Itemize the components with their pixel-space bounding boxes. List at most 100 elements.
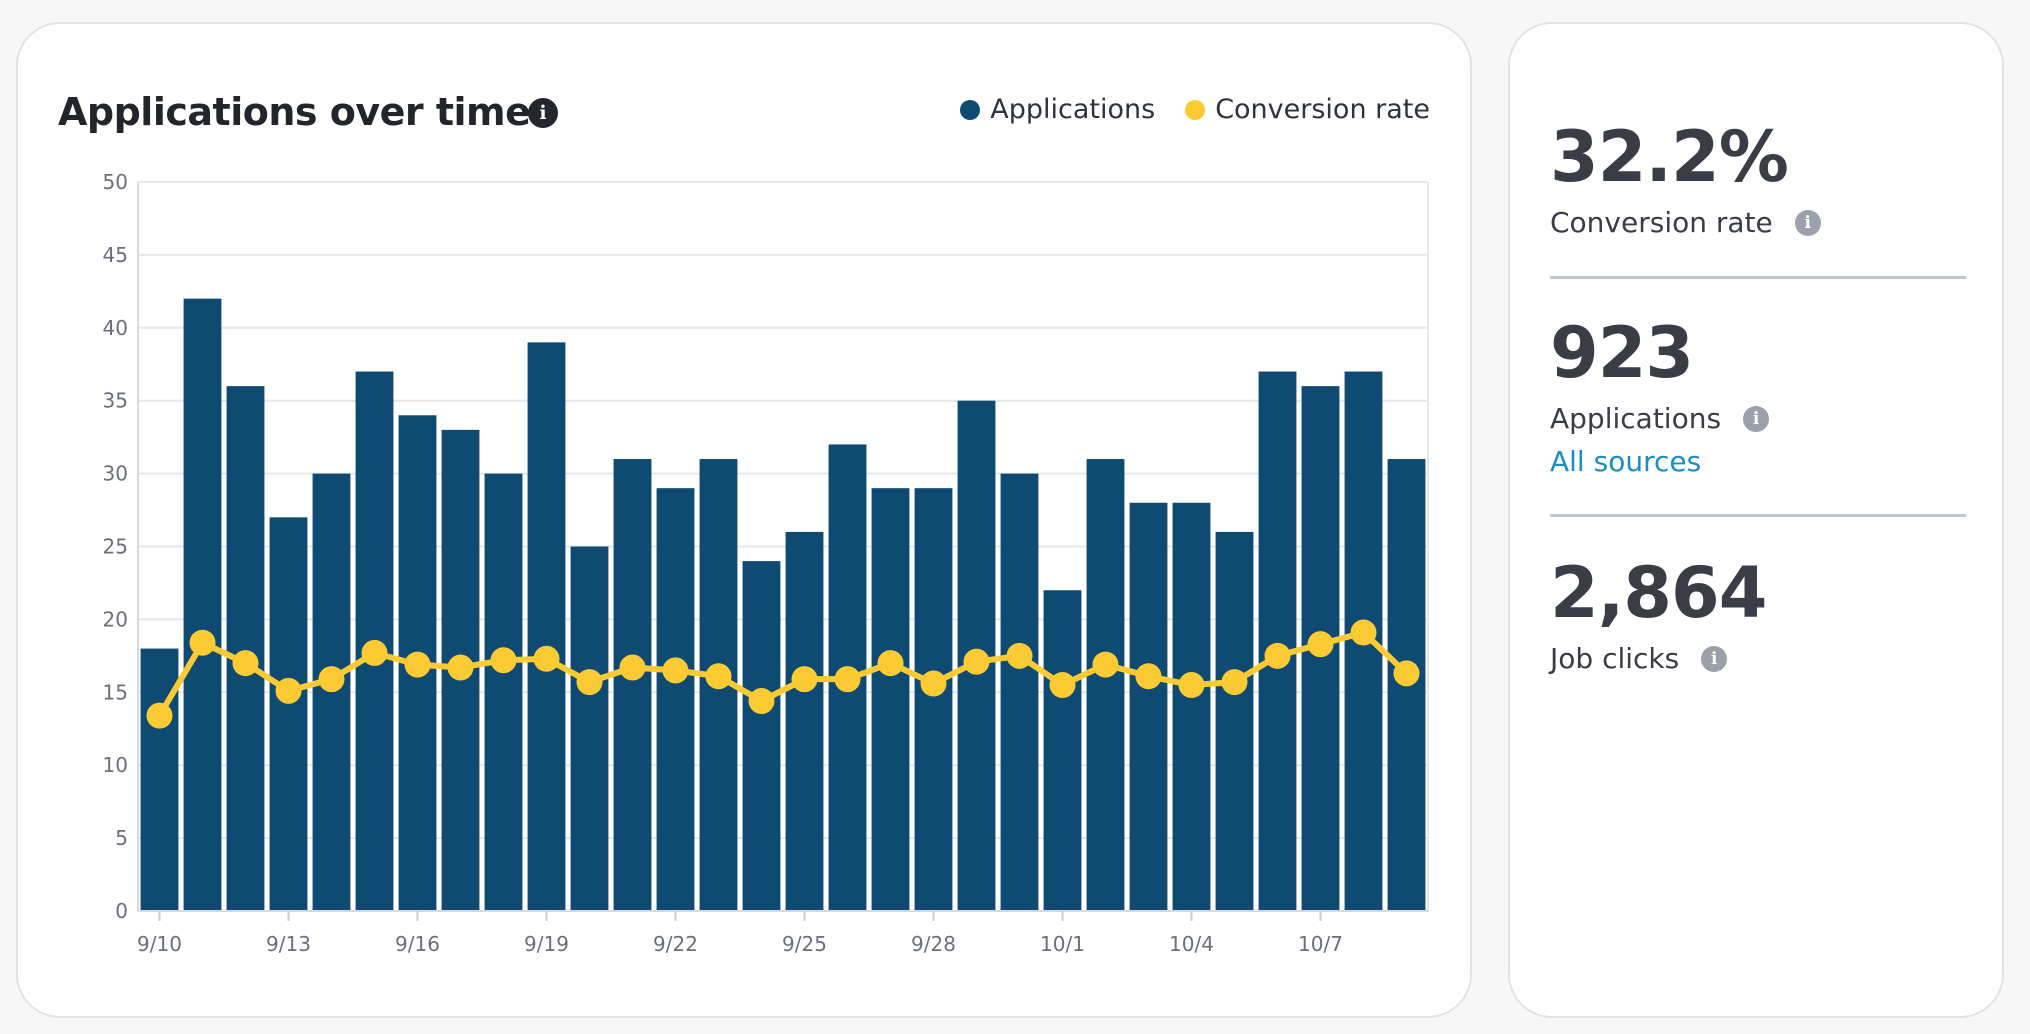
conversion-rate-point [275, 677, 302, 704]
conversion-rate-point [1135, 663, 1162, 690]
legend-dot-icon [960, 99, 981, 120]
conversion-rate-point [1264, 642, 1291, 669]
conversion-rate-point [1350, 619, 1377, 646]
conversion-rate-point [1178, 672, 1205, 699]
conversion-rate-point [404, 651, 431, 678]
axis-layer: 0 5 10 15 20 25 30 35 40 45 50 9/10 9/13 9/16 9/19 9/22… [103, 170, 1428, 956]
info-icon[interactable]: i [528, 98, 558, 128]
stat-label: Conversion rate [1550, 206, 1773, 239]
chart-title: Applications over time [58, 90, 531, 134]
x-tick-label: 10/4 [1169, 932, 1214, 956]
bar [183, 298, 222, 911]
all-sources-link[interactable]: All sources [1550, 445, 1702, 478]
x-tick-label: 9/19 [524, 932, 569, 956]
stat-applications: 923 Applications i All sources [1550, 312, 1770, 478]
bar [570, 546, 609, 911]
conversion-rate-point [533, 645, 560, 672]
conversion-rate-point [1393, 660, 1420, 687]
x-tick-label: 9/25 [782, 932, 827, 956]
bar [226, 386, 265, 911]
stat-label: Applications [1550, 402, 1722, 435]
x-tick-label: 9/10 [137, 932, 182, 956]
chart-legend: Applications Conversion rate [960, 94, 1430, 125]
y-tick-label: 0 [115, 899, 128, 923]
conversion-rate-point [748, 688, 775, 715]
legend-dot-icon [1185, 99, 1206, 120]
bar [527, 342, 566, 911]
y-tick-label: 30 [103, 462, 128, 486]
stat-label: Job clicks [1550, 642, 1680, 675]
conversion-rate-point [834, 666, 861, 693]
bar [1086, 459, 1125, 911]
conversion-rate-point [232, 650, 259, 677]
chart-card: Applications over time i Applications Co… [16, 22, 1472, 1018]
bar [484, 473, 523, 911]
stat-value: 923 [1550, 312, 1694, 394]
y-tick-label: 15 [103, 680, 128, 704]
y-tick-label: 45 [103, 243, 128, 267]
legend-item-applications[interactable]: Applications [960, 94, 1155, 125]
bar [785, 531, 824, 911]
bar [613, 459, 652, 911]
x-tick-label: 9/28 [911, 932, 956, 956]
legend-label: Applications [990, 94, 1156, 125]
conversion-rate-point [318, 666, 345, 693]
conversion-rate-point [146, 702, 173, 729]
conversion-rate-point [877, 650, 904, 677]
bar [1215, 531, 1254, 911]
conversion-rate-point [576, 669, 603, 696]
bar-layer [140, 298, 1426, 911]
info-icon[interactable]: i [1743, 405, 1770, 432]
x-tick-label: 9/16 [395, 932, 440, 956]
bar [1172, 502, 1211, 911]
y-tick-label: 10 [103, 753, 128, 777]
bar [1258, 371, 1297, 911]
divider [1550, 276, 1966, 279]
conversion-rate-point [791, 666, 818, 693]
stat-value: 32.2% [1550, 116, 1789, 198]
bar [312, 473, 351, 911]
bar [742, 561, 781, 911]
legend-item-conversion-rate[interactable]: Conversion rate [1185, 94, 1430, 125]
divider [1550, 514, 1966, 517]
conversion-rate-point [361, 639, 388, 666]
info-icon[interactable]: i [1794, 209, 1821, 236]
x-tick-label: 9/22 [653, 932, 698, 956]
conversion-rate-point [1221, 669, 1248, 696]
bar [269, 517, 308, 911]
conversion-rate-point [1049, 672, 1076, 699]
stat-label-row: Conversion rate i [1550, 206, 1821, 239]
line-layer [146, 619, 1420, 729]
bar [1129, 502, 1168, 911]
x-tick-label: 10/1 [1040, 932, 1085, 956]
conversion-rate-point [1006, 642, 1033, 669]
stat-job-clicks: 2,864 Job clicks i [1550, 552, 1767, 675]
stat-value: 2,864 [1550, 552, 1767, 634]
bar [914, 488, 953, 911]
chart-plot: 0 5 10 15 20 25 30 35 40 45 50 9/10 9/13 9/16 9/19 9/22… [103, 170, 1429, 956]
y-tick-label: 35 [103, 389, 128, 413]
bar [871, 488, 910, 911]
y-tick-label: 20 [103, 607, 128, 631]
conversion-rate-point [920, 670, 947, 697]
y-tick-label: 50 [103, 170, 128, 194]
conversion-rate-point [705, 663, 732, 690]
y-tick-label: 5 [115, 826, 128, 850]
conversion-rate-point [189, 629, 216, 656]
x-tick-label: 10/7 [1298, 932, 1343, 956]
y-tick-label: 25 [103, 535, 128, 559]
conversion-rate-point [1307, 631, 1334, 658]
conversion-rate-point [662, 657, 689, 684]
conversion-rate-point [963, 648, 990, 675]
bar [656, 488, 695, 911]
conversion-rate-point [490, 647, 517, 674]
conversion-rate-point [619, 654, 646, 681]
y-tick-label: 40 [103, 316, 128, 340]
conversion-rate-point [1092, 651, 1119, 678]
legend-label: Conversion rate [1215, 94, 1430, 125]
bar [1043, 590, 1082, 911]
stat-label-row: Applications i [1550, 402, 1770, 435]
info-icon[interactable]: i [1701, 645, 1728, 672]
conversion-rate-point [447, 654, 474, 681]
x-tick-label: 9/13 [266, 932, 311, 956]
